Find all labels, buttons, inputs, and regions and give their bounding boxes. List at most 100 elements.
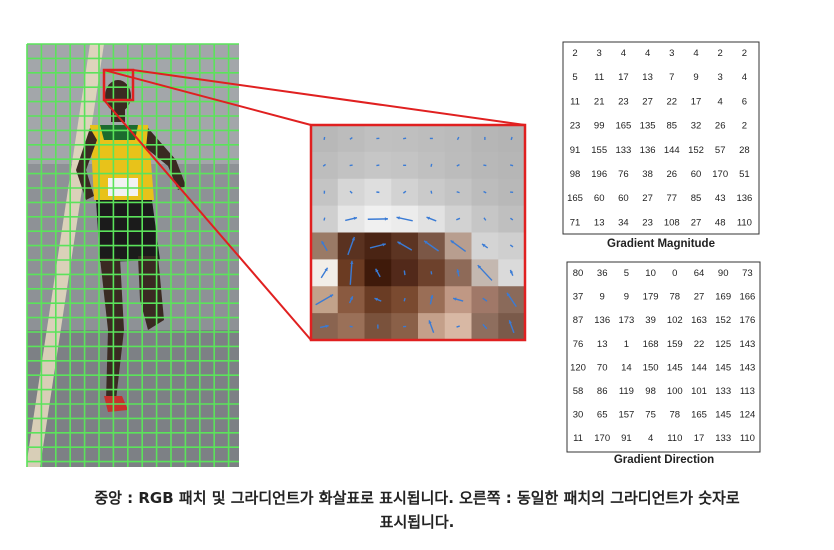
table-cell: 159 [667,339,683,350]
gradient-arrow [315,294,334,306]
table-cell: 4 [648,433,653,444]
table-cell: 165 [691,410,707,421]
table-cell: 57 [715,145,726,156]
gradient-arrow [349,136,353,140]
direction-title: Gradient Direction [614,454,714,466]
selected-cell-highlight [102,68,135,102]
gradient-arrow [482,323,488,330]
table-cell: 10 [645,268,656,279]
table-cell: 2 [742,48,747,59]
table-cell: 6 [742,96,747,107]
table-cell: 168 [643,339,659,350]
gradient-arrow-head [510,269,514,274]
gradient-arrow [509,244,514,248]
gradient-arrow [402,190,407,194]
table-cell: 4 [621,48,626,59]
table-cell: 101 [691,386,707,397]
gradient-arrow-head [375,268,379,273]
gradient-arrow [456,164,460,167]
table-cell: 17 [691,96,702,107]
table-cell: 119 [619,386,634,397]
table-cell: 4 [742,72,747,83]
table-cell: 76 [573,339,584,350]
table-cell: 51 [739,169,750,180]
gradient-arrow-head [508,320,512,324]
gradient-arrow-head [430,295,434,299]
gradient-arrow [483,164,487,167]
table-cell: 133 [715,433,731,444]
table-cell: 145 [715,362,731,373]
table-cell: 155 [591,145,607,156]
table-cell: 60 [618,193,629,204]
table-cell: 136 [594,315,610,326]
gradient-arrow [456,217,461,221]
table-cell: 22 [667,96,678,107]
table-cell: 100 [667,386,683,397]
gradient-arrow-head [374,297,378,301]
table-cell: 3 [597,48,602,59]
table-cell: 26 [667,169,678,180]
table-cell: 98 [645,386,656,397]
table-cell: 90 [718,268,729,279]
table-cell: 2 [572,48,577,59]
table-cell: 75 [645,410,656,421]
gradient-arrow-head [324,267,328,272]
gradient-arrow [403,297,406,302]
table-cell: 13 [642,72,653,83]
table-cell: 2 [742,121,747,132]
table-cell: 21 [594,96,605,107]
table-cell: 124 [739,410,755,421]
table-cell: 143 [739,339,755,350]
table-cell: 28 [739,145,750,156]
gradient-arrow-head [396,216,400,220]
table-cell: 27 [694,292,705,303]
table-cell: 133 [715,386,731,397]
gradient-arrow-head [382,243,386,247]
table-cell: 110 [737,217,752,228]
table-cell: 4 [645,48,650,59]
table-cell: 98 [570,169,581,180]
gradient-arrow [323,136,326,141]
table-cell: 2 [718,48,723,59]
gradient-arrow [456,191,460,194]
gradient-arrow-head [321,241,325,245]
table-cell: 85 [691,193,702,204]
gradient-arrow-head [353,216,358,221]
caption-line-2: 표시됩니다. [379,513,455,531]
gradient-arrow [430,271,433,275]
table-cell: 4 [718,96,723,107]
table-cell: 144 [664,145,680,156]
patch-pixels [311,125,526,341]
runner-photo [26,43,239,467]
gradient-arrow-head [424,240,428,245]
gradient-arrow [482,297,488,302]
caption-line-1: 중앙 : RGB 패치 및 그라디언트가 화살표로 표시됩니다. 오른쪽 : 동… [94,489,740,507]
table-cell: 60 [594,193,605,204]
table-cell: 7 [669,72,674,83]
table-cell: 71 [570,217,581,228]
gradient-arrow-head [456,269,460,273]
table-cell: 73 [742,268,753,279]
table-cell: 87 [573,315,584,326]
table-cell: 133 [615,145,631,156]
table-cell: 9 [624,292,629,303]
gradient-arrow [510,164,514,167]
table-cell: 14 [621,362,632,373]
table-cell: 78 [670,410,681,421]
table-cell: 165 [615,121,631,132]
gradient-arrow [477,264,493,281]
table-cell: 78 [670,292,681,303]
table-cell: 11 [573,433,583,444]
table-cell: 86 [597,386,608,397]
gradient-arrow [347,236,356,256]
table-cell: 166 [739,292,755,303]
table-cell: 179 [643,292,659,303]
gradient-arrow-head [426,216,430,220]
table-cell: 77 [667,193,678,204]
gradient-arrow-head [329,294,334,298]
gradient-arrow [349,190,353,194]
table-cell: 9 [600,292,605,303]
table-cell: 173 [618,315,634,326]
table-cell: 165 [567,193,583,204]
